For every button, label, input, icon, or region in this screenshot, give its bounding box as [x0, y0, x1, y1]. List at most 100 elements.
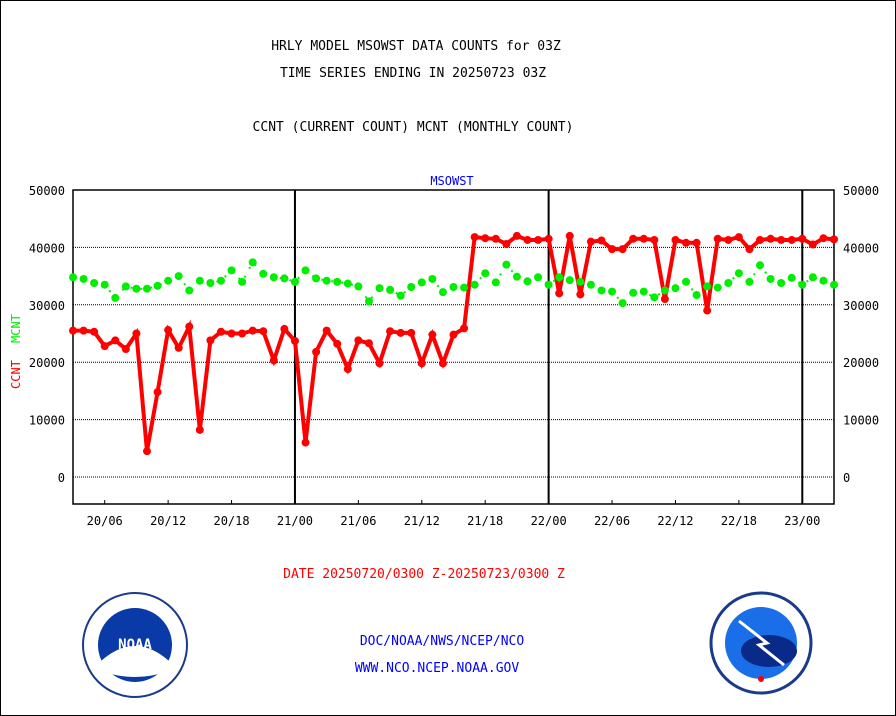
data-point-mcnt — [195, 276, 204, 285]
data-point-ccnt — [364, 339, 373, 348]
x-tick-label: 21/12 — [404, 514, 440, 528]
data-point-mcnt — [830, 280, 838, 289]
x-tick-label: 21/06 — [340, 514, 376, 528]
data-point-ccnt — [301, 438, 310, 447]
data-point-ccnt — [808, 240, 817, 249]
x-tick-label: 22/12 — [657, 514, 693, 528]
title-line-3: CCNT (CURRENT COUNT) MCNT (MONTHLY COUNT… — [252, 120, 574, 135]
data-point-mcnt — [174, 272, 183, 281]
data-point-ccnt — [269, 356, 278, 365]
data-point-mcnt — [565, 276, 574, 285]
data-point-ccnt — [90, 327, 99, 336]
data-point-mcnt — [449, 283, 458, 292]
data-point-mcnt — [756, 261, 765, 270]
x-tick-label: 20/06 — [87, 514, 123, 528]
data-point-ccnt — [142, 447, 151, 456]
y-tick-label-left: 0 — [58, 471, 65, 485]
noaa-logo: NOAA — [82, 592, 188, 698]
data-point-ccnt — [449, 330, 458, 339]
noaa-logo-text: NOAA — [118, 637, 152, 653]
data-point-mcnt — [216, 276, 225, 285]
data-point-mcnt — [290, 277, 299, 286]
data-point-mcnt — [671, 284, 680, 293]
website-link[interactable]: WWW.NCO.NCEP.NOAA.GOV — [354, 661, 520, 676]
data-point-ccnt — [174, 343, 183, 352]
data-point-mcnt — [523, 277, 532, 286]
data-point-ccnt — [756, 235, 765, 244]
data-point-mcnt — [808, 273, 817, 282]
data-point-ccnt — [386, 327, 395, 336]
data-point-mcnt — [280, 274, 289, 283]
y-tick-label-right: 0 — [843, 471, 850, 485]
data-point-mcnt — [227, 266, 236, 275]
x-tick-label: 22/18 — [721, 514, 757, 528]
data-point-ccnt — [650, 235, 659, 244]
data-point-mcnt — [428, 274, 437, 283]
data-point-mcnt — [481, 269, 490, 278]
data-point-mcnt — [322, 276, 331, 285]
data-point-mcnt — [512, 272, 521, 281]
data-point-ccnt — [417, 359, 426, 368]
data-point-ccnt — [586, 237, 595, 246]
data-point-mcnt — [438, 288, 447, 297]
data-point-ccnt — [322, 326, 331, 335]
data-point-ccnt — [333, 339, 342, 348]
data-point-mcnt — [618, 299, 627, 308]
data-point-ccnt — [618, 245, 627, 254]
data-point-mcnt — [766, 274, 775, 283]
data-point-ccnt — [111, 336, 120, 345]
data-point-mcnt — [586, 280, 595, 289]
data-point-ccnt — [502, 239, 511, 248]
y-tick-label-left: 30000 — [29, 299, 65, 313]
data-point-ccnt — [629, 234, 638, 243]
data-point-mcnt — [343, 279, 352, 288]
data-point-ccnt — [639, 234, 648, 243]
data-point-ccnt — [734, 233, 743, 242]
data-point-mcnt — [206, 278, 215, 287]
data-point-ccnt — [766, 234, 775, 243]
data-point-ccnt — [396, 328, 405, 337]
data-point-mcnt — [248, 258, 257, 267]
data-point-ccnt — [523, 235, 532, 244]
data-point-ccnt — [216, 327, 225, 336]
data-point-ccnt — [290, 336, 299, 345]
data-point-mcnt — [460, 283, 469, 292]
data-point-ccnt — [787, 235, 796, 244]
data-point-ccnt — [69, 326, 77, 335]
data-point-ccnt — [79, 326, 88, 335]
y-tick-label-right: 10000 — [843, 414, 879, 428]
y-tick-label-right: 40000 — [843, 241, 879, 255]
y-tick-label-right: 50000 — [843, 184, 879, 198]
series-line-ccnt — [73, 233, 835, 452]
data-point-mcnt — [375, 284, 384, 293]
data-point-mcnt — [333, 277, 342, 286]
data-point-mcnt — [396, 291, 405, 300]
data-point-mcnt — [312, 274, 321, 283]
data-point-ccnt — [280, 324, 289, 333]
data-point-mcnt — [153, 281, 162, 290]
data-point-ccnt — [481, 234, 490, 243]
data-point-mcnt — [629, 288, 638, 297]
data-point-ccnt — [777, 235, 786, 244]
data-point-ccnt — [343, 365, 352, 374]
data-point-mcnt — [682, 277, 691, 286]
y-label-right: MCNT — [9, 314, 23, 343]
data-point-ccnt — [682, 238, 691, 247]
data-point-ccnt — [248, 326, 257, 335]
data-point-mcnt — [798, 280, 807, 289]
org-path[interactable]: DOC/NOAA/NWS/NCEP/NCO — [359, 634, 525, 649]
data-point-ccnt — [565, 231, 574, 240]
data-point-mcnt — [660, 286, 669, 295]
data-point-ccnt — [576, 290, 585, 299]
data-point-ccnt — [671, 235, 680, 244]
data-point-mcnt — [734, 269, 743, 278]
data-point-ccnt — [460, 324, 469, 333]
data-point-mcnt — [132, 284, 141, 293]
data-point-mcnt — [639, 287, 648, 296]
data-point-mcnt — [111, 293, 120, 302]
data-point-mcnt — [650, 293, 659, 302]
data-point-ccnt — [703, 306, 712, 315]
data-point-mcnt — [364, 297, 373, 306]
data-point-ccnt — [819, 234, 828, 243]
data-point-ccnt — [724, 235, 733, 244]
